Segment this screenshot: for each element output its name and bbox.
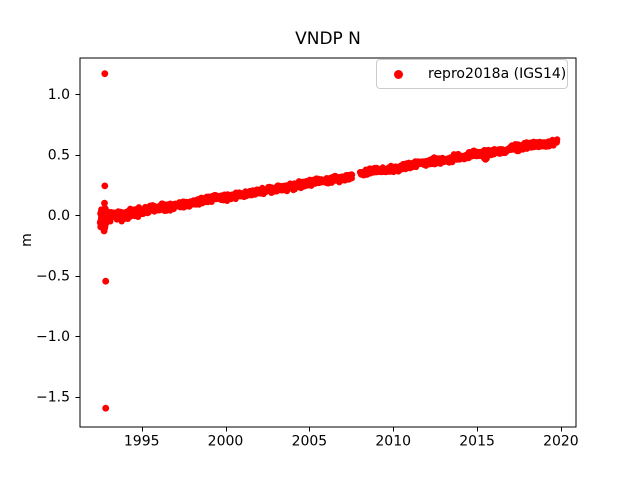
- axes-ticks: [75, 94, 562, 432]
- x-tick-label: 2005: [292, 434, 328, 450]
- y-tick-label: −0.5: [36, 269, 70, 285]
- y-tick-label: 1.0: [48, 87, 70, 103]
- axes-spines: [79, 57, 577, 428]
- x-tick-label: 2020: [543, 434, 579, 450]
- y-tick-label: 0.0: [48, 208, 70, 224]
- legend: repro2018a (IGS14): [376, 59, 568, 89]
- legend-label: repro2018a (IGS14): [428, 66, 567, 82]
- tick-labels: 1995 2000 2005 2010 2015 2020 1.0 0.5 0.0 −0.5 −1.…: [36, 87, 579, 449]
- chart-title: VNDP N: [295, 29, 361, 49]
- y-tick-label: −1.5: [36, 390, 70, 406]
- x-tick-label: 1995: [124, 434, 160, 450]
- scatter-points: [96, 70, 561, 412]
- x-tick-label: 2000: [208, 434, 244, 450]
- x-tick-label: 2015: [459, 434, 495, 450]
- y-tick-label: 0.5: [48, 148, 70, 164]
- y-tick-label: −1.0: [36, 329, 70, 345]
- x-tick-label: 2010: [375, 434, 411, 450]
- legend-marker-dot: [394, 69, 403, 79]
